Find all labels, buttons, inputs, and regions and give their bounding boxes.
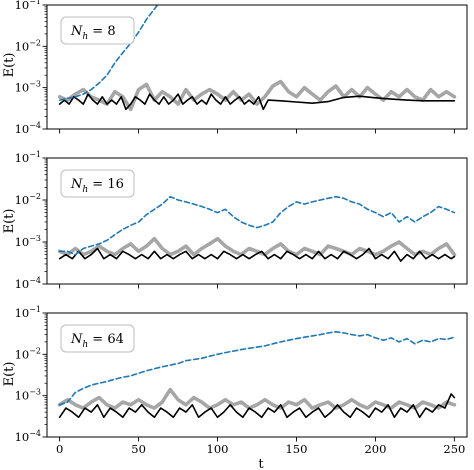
panel-label: Nh = 8 [70, 24, 116, 42]
panel-label-box [60, 169, 135, 198]
y-axis-title: E(t) [2, 53, 17, 78]
plot-frame [46, 157, 468, 285]
y-tick-label: 10−3 [15, 234, 41, 249]
x-axis-title: t [258, 457, 264, 470]
series-line-black [58, 247, 456, 262]
plot-frame [46, 312, 468, 438]
x-tick-label: 250 [443, 442, 465, 456]
plot-frame [46, 4, 468, 130]
chart-panel: 10−1 10−2 10−3 10−4 Nh = 8 [15, 0, 468, 136]
series-line-gray [57, 236, 457, 257]
panel-label: Nh = 16 [70, 177, 124, 195]
y-tick-label: 10−1 [15, 0, 41, 12]
series-line-black [58, 93, 456, 111]
y-tick-label: 10−2 [15, 346, 41, 361]
x-tick-label: 100 [207, 442, 229, 456]
y-tick-label: 10−4 [15, 429, 41, 444]
series-line-dashed-blue [58, 5, 159, 101]
y-tick-label: 10−4 [15, 276, 41, 291]
series-line-dashed-blue [58, 195, 456, 256]
x-tick-label: 150 [285, 442, 307, 456]
series-line-gray [57, 387, 457, 410]
chart-panel: 10−1 10−2 10−3 10−4 0 50 100 150 200 250 Nh = 64 [15, 305, 468, 456]
y-tick-label: 10−3 [15, 80, 41, 95]
series-line-black [58, 393, 456, 419]
series-line-dashed-blue [58, 331, 456, 406]
chart-panel: 10−1 10−2 10−3 10−4 Nh = 16 [15, 150, 468, 291]
panel-label: Nh = 64 [70, 332, 124, 350]
y-tick-label: 10−3 [15, 388, 41, 403]
y-tick-label: 10−2 [15, 192, 41, 207]
panel-label-box [60, 324, 135, 353]
series-line-gray [57, 79, 457, 112]
y-tick-label: 10−2 [15, 38, 41, 53]
x-tick-label: 50 [131, 442, 146, 456]
x-tick-label: 200 [364, 442, 386, 456]
y-tick-label: 10−1 [15, 305, 41, 320]
x-tick-label: 0 [56, 442, 63, 456]
y-axis-title: E(t) [2, 362, 17, 387]
y-tick-label: 10−1 [15, 150, 41, 165]
panel-label-box [60, 16, 135, 45]
y-tick-label: 10−4 [15, 121, 41, 136]
y-axis-title: E(t) [2, 209, 17, 234]
